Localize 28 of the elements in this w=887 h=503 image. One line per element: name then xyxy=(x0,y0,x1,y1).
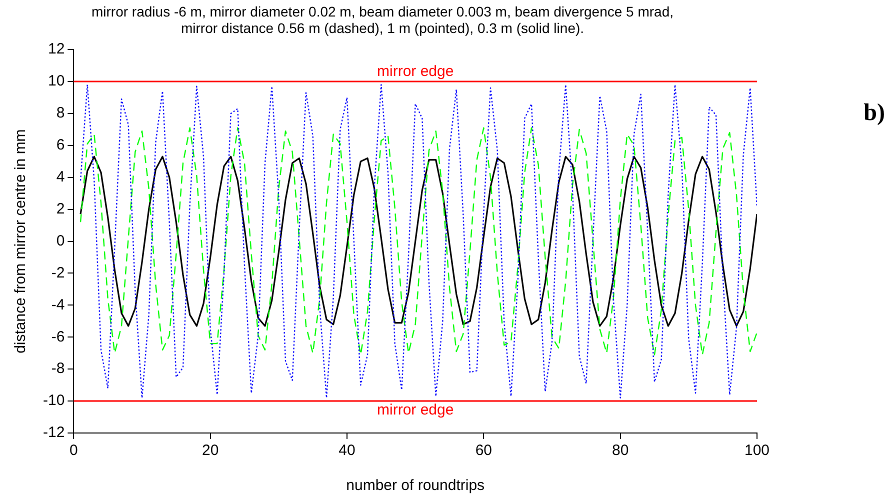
line-series xyxy=(80,84,757,398)
x-tick-label: 0 xyxy=(70,442,78,460)
chart-title: mirror radius -6 m, mirror diameter 0.02 m, beam diameter 0.003 m, beam divergence 5 mrad, xyxy=(92,3,674,20)
x-tick-label: 20 xyxy=(202,442,219,460)
y-tick-label: -12 xyxy=(42,424,65,442)
y-tick-label: -8 xyxy=(51,360,65,378)
line-series xyxy=(80,127,757,356)
y-tick-label: 12 xyxy=(48,40,65,58)
y-tick-label: 4 xyxy=(56,168,65,186)
y-tick-label: -10 xyxy=(42,392,65,410)
x-tick-label: 40 xyxy=(338,442,356,460)
ref-line-label: mirror edge xyxy=(376,63,454,80)
y-tick-label: -6 xyxy=(51,328,65,346)
chart-subtitle: mirror distance 0.56 m (dashed), 1 m (pointed), 0.3 m (solid line). xyxy=(180,20,584,36)
ref-line-label: mirror edge xyxy=(376,402,454,419)
y-tick-label: -2 xyxy=(51,264,65,282)
y-axis-title: distance from mirror centre in mm xyxy=(12,129,30,354)
y-tick-label: 2 xyxy=(56,200,65,218)
y-tick-label: 6 xyxy=(56,136,65,154)
y-tick-label: 8 xyxy=(56,104,65,122)
y-tick-label: 10 xyxy=(48,72,65,90)
x-tick-label: 60 xyxy=(475,442,492,460)
x-axis-title: number of roundtrips xyxy=(346,477,485,494)
x-tick-label: 80 xyxy=(612,442,629,460)
text: b) xyxy=(864,100,885,127)
x-tick-label: 100 xyxy=(744,442,770,460)
y-tick-label: -4 xyxy=(51,296,65,314)
y-tick-label: 0 xyxy=(56,232,65,250)
